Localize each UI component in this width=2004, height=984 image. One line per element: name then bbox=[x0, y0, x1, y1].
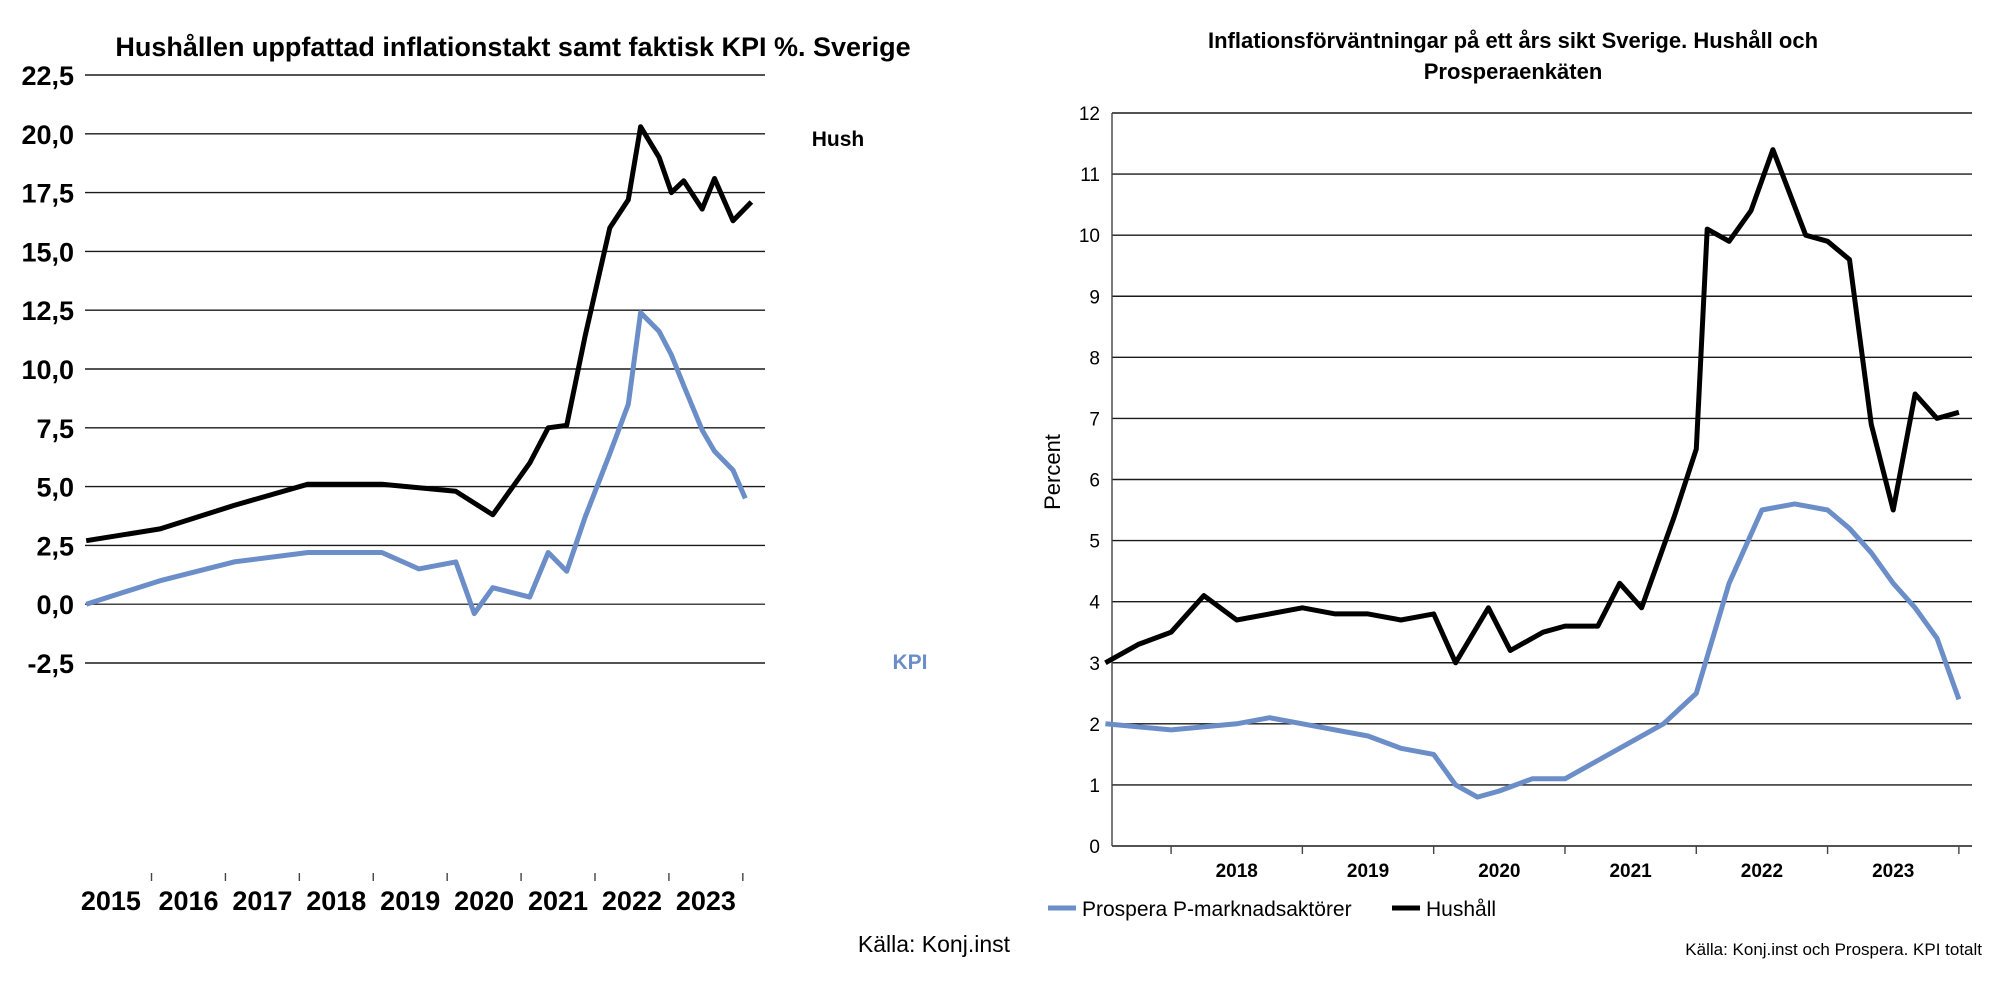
right-y-tick-label: 3 bbox=[1089, 654, 1100, 675]
left-y-tick-label: 15,0 bbox=[21, 237, 74, 267]
left-y-tick-label: 17,5 bbox=[21, 179, 74, 209]
left-x-tick-label: 2020 bbox=[454, 886, 514, 916]
left-y-tick-label: 2,5 bbox=[36, 531, 74, 561]
left-x-tick-label: 2015 bbox=[81, 886, 141, 916]
left-y-tick-label: 12,5 bbox=[21, 296, 74, 326]
left-series-lines bbox=[85, 124, 754, 617]
right-y-tick-label: 5 bbox=[1089, 532, 1100, 553]
left-y-tick-label: 20,0 bbox=[21, 120, 74, 150]
right-x-tick-label: 2021 bbox=[1609, 861, 1652, 882]
legend-label-hushall: Hushåll bbox=[1426, 898, 1496, 921]
left-series-hush-line bbox=[85, 124, 754, 544]
left-source-note: Källa: Konj.inst bbox=[858, 931, 1011, 957]
left-chart-title: Hushållen uppfattad inflationstakt samt … bbox=[115, 32, 910, 62]
right-y-axis-label: Percent bbox=[1040, 434, 1065, 510]
left-gridlines bbox=[85, 74, 765, 664]
left-y-tick-label: 0,0 bbox=[36, 590, 74, 620]
left-x-tick-label: 2023 bbox=[676, 886, 736, 916]
right-series-prospera-line bbox=[1105, 501, 1962, 800]
right-x-tick-label: 2018 bbox=[1216, 861, 1258, 882]
left-x-tick-label: 2018 bbox=[306, 886, 366, 916]
right-y-tick-label: 2 bbox=[1089, 715, 1100, 736]
right-y-tick-label: 10 bbox=[1079, 226, 1100, 247]
right-series-lines bbox=[1104, 147, 1962, 800]
right-x-tick-label: 2019 bbox=[1347, 861, 1389, 882]
right-y-tick-label: 0 bbox=[1089, 837, 1100, 858]
left-chart: Hushållen uppfattad inflationstakt samt … bbox=[21, 32, 1010, 957]
left-y-tick-label: 7,5 bbox=[36, 414, 74, 444]
right-x-tick-labels: 2018 2019 2020 2021 2022 2023 bbox=[1170, 846, 1960, 882]
right-chart-title-line1: Inflationsförväntningar på ett års sikt … bbox=[1208, 28, 1818, 53]
right-y-tick-label: 12 bbox=[1079, 104, 1100, 125]
right-y-tick-label: 1 bbox=[1089, 776, 1100, 797]
left-y-tick-labels: 22,5 20,0 17,5 15,0 12,5 10,0 7,5 5,0 2,5 0,0 -2,5 bbox=[21, 61, 74, 679]
legend-label-prospera: Prospera P-marknadsaktörer bbox=[1082, 898, 1352, 921]
left-y-tick-label: 22,5 bbox=[21, 61, 74, 91]
right-y-tick-label: 11 bbox=[1080, 165, 1100, 186]
right-y-tick-label: 8 bbox=[1089, 348, 1100, 369]
left-x-tick-label: 2017 bbox=[232, 886, 292, 916]
right-y-tick-label: 9 bbox=[1089, 287, 1100, 308]
left-y-tick-label: 5,0 bbox=[36, 473, 74, 503]
right-series-hushall-line bbox=[1104, 147, 1960, 666]
left-x-tick-label: 2021 bbox=[528, 886, 588, 916]
right-legend: Prospera P-marknadsaktörer Hushåll bbox=[1048, 898, 1496, 921]
right-chart-title-line2: Prosperaenkäten bbox=[1424, 59, 1603, 84]
left-y-tick-label: 10,0 bbox=[21, 355, 74, 385]
right-y-tick-label: 4 bbox=[1089, 593, 1100, 614]
right-y-tick-label: 7 bbox=[1089, 409, 1100, 430]
left-x-tick-labels: 2015 2016 2017 2018 2019 2020 2021 2022 2023 bbox=[81, 873, 744, 916]
right-y-tick-label: 6 bbox=[1089, 471, 1100, 492]
right-gridlines bbox=[1111, 112, 1972, 847]
left-y-tick-label: -2,5 bbox=[27, 649, 74, 679]
left-x-tick-label: 2019 bbox=[380, 886, 440, 916]
right-x-tick-label: 2020 bbox=[1478, 861, 1520, 882]
right-x-tick-label: 2022 bbox=[1741, 861, 1783, 882]
right-source-note: Källa: Konj.inst och Prospera. KPI total… bbox=[1685, 940, 1982, 959]
right-chart: Inflationsförväntningar på ett års sikt … bbox=[1040, 28, 1982, 959]
right-x-tick-label: 2023 bbox=[1872, 861, 1914, 882]
left-series-label-hush: Hush bbox=[812, 128, 865, 151]
left-x-tick-label: 2016 bbox=[158, 886, 218, 916]
left-series-label-kpi: KPI bbox=[892, 651, 927, 674]
left-x-tick-label: 2022 bbox=[602, 886, 662, 916]
left-series-kpi-line bbox=[85, 310, 748, 617]
